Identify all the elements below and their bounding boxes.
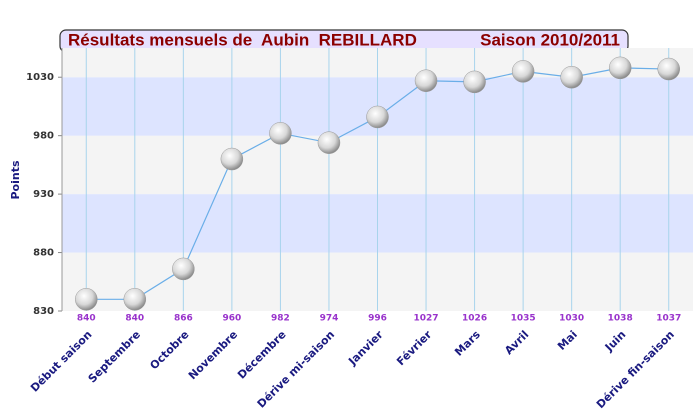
- x-tick-label: Novembre: [186, 328, 240, 382]
- point-marker: [123, 288, 147, 311]
- y-tick-label: 880: [33, 248, 54, 259]
- point-marker: [414, 69, 438, 92]
- point-marker: [463, 70, 486, 94]
- value-label: 1035: [511, 314, 536, 324]
- x-tick-label: Début saison: [28, 328, 95, 395]
- point-marker: [608, 56, 632, 80]
- chart-subtitle: Saison 2010/2011: [480, 30, 620, 49]
- y-axis-label: Points: [9, 160, 22, 199]
- y-tick-label: 930: [33, 189, 54, 200]
- value-label: 1030: [559, 314, 584, 324]
- value-label: 982: [271, 314, 290, 324]
- point-marker: [269, 122, 292, 145]
- x-tick-label: Septembre: [86, 328, 143, 385]
- chart-title: Résultats mensuels de Aubin REBILLARD: [68, 30, 417, 49]
- y-tick-label: 980: [33, 131, 54, 142]
- point-marker: [560, 65, 583, 89]
- value-label: 1027: [414, 314, 439, 324]
- value-label: 1038: [608, 314, 633, 324]
- x-tick-label: Janvier: [345, 328, 386, 369]
- point-marker: [220, 147, 244, 171]
- point-marker: [75, 288, 98, 311]
- x-tick-label: Avril: [502, 328, 531, 357]
- value-label: 960: [222, 314, 241, 324]
- value-label: 840: [77, 314, 96, 324]
- x-tick-label: Février: [394, 328, 435, 369]
- point-marker: [317, 131, 341, 154]
- point-marker: [172, 257, 195, 281]
- x-tick-label: Juin: [602, 328, 629, 355]
- x-tick-label: Décembre: [235, 328, 289, 382]
- x-tick-label: Octobre: [147, 328, 191, 372]
- value-label: 996: [368, 314, 387, 324]
- point-marker: [366, 105, 389, 129]
- value-label: 1037: [656, 314, 681, 324]
- point-marker: [511, 60, 535, 83]
- value-label: 866: [174, 314, 193, 324]
- value-label: 840: [125, 314, 144, 324]
- value-label: 1026: [462, 314, 487, 324]
- x-tick-label: Mars: [452, 328, 483, 359]
- value-label: 974: [320, 314, 339, 324]
- x-tick-label: Mai: [555, 328, 580, 353]
- y-tick-label: 830: [33, 306, 54, 317]
- point-marker: [657, 57, 680, 81]
- y-tick-label: 1030: [26, 72, 54, 83]
